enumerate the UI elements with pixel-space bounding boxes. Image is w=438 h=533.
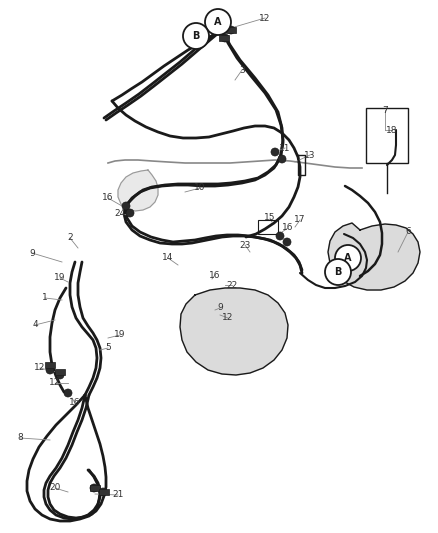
- Circle shape: [324, 259, 350, 285]
- Text: 4: 4: [32, 320, 38, 329]
- Text: 19: 19: [114, 330, 125, 340]
- Polygon shape: [327, 223, 419, 290]
- FancyBboxPatch shape: [90, 485, 100, 491]
- Text: 3: 3: [239, 66, 244, 75]
- Text: 24: 24: [114, 209, 125, 219]
- Text: B: B: [334, 267, 341, 277]
- Text: A: A: [214, 17, 221, 27]
- Circle shape: [64, 389, 72, 397]
- Polygon shape: [180, 288, 287, 375]
- FancyBboxPatch shape: [99, 489, 109, 495]
- Circle shape: [283, 238, 290, 246]
- FancyBboxPatch shape: [226, 27, 236, 33]
- Text: 15: 15: [264, 214, 275, 222]
- Circle shape: [226, 26, 234, 34]
- Text: 8: 8: [17, 433, 23, 442]
- Text: 16: 16: [69, 399, 81, 408]
- Text: 2: 2: [67, 233, 73, 243]
- Text: 12: 12: [34, 364, 46, 373]
- Text: 11: 11: [279, 143, 290, 152]
- Text: 21: 21: [112, 490, 124, 499]
- Text: 9: 9: [217, 303, 223, 312]
- Circle shape: [56, 371, 64, 379]
- Text: 19: 19: [54, 273, 66, 282]
- Text: 7: 7: [381, 106, 387, 115]
- Text: 22: 22: [226, 280, 237, 289]
- Circle shape: [183, 23, 208, 49]
- Bar: [258, 220, 277, 234]
- Circle shape: [99, 488, 107, 496]
- Text: 12: 12: [222, 313, 233, 322]
- Bar: [365, 108, 407, 163]
- Text: B: B: [192, 31, 199, 41]
- Text: 13: 13: [304, 150, 315, 159]
- Text: 5: 5: [105, 343, 111, 352]
- Circle shape: [277, 155, 285, 163]
- Text: 23: 23: [239, 240, 250, 249]
- Text: 18: 18: [385, 125, 397, 134]
- Text: 16: 16: [282, 223, 293, 232]
- Circle shape: [46, 366, 54, 374]
- Text: 20: 20: [49, 483, 60, 492]
- Circle shape: [126, 209, 134, 217]
- Text: 9: 9: [29, 248, 35, 257]
- Text: 14: 14: [162, 254, 173, 262]
- Circle shape: [270, 148, 279, 156]
- Circle shape: [276, 232, 283, 240]
- Circle shape: [334, 245, 360, 271]
- Text: 6: 6: [404, 228, 410, 237]
- FancyBboxPatch shape: [45, 362, 55, 368]
- Text: 12: 12: [259, 13, 270, 22]
- Circle shape: [122, 202, 130, 210]
- Circle shape: [205, 9, 230, 35]
- Circle shape: [220, 34, 229, 42]
- FancyBboxPatch shape: [55, 369, 65, 375]
- Text: A: A: [343, 253, 351, 263]
- Text: 17: 17: [293, 215, 305, 224]
- Text: 10: 10: [194, 183, 205, 192]
- Text: 16: 16: [209, 271, 220, 279]
- Polygon shape: [118, 170, 158, 211]
- Circle shape: [90, 484, 98, 492]
- Text: 16: 16: [102, 193, 113, 203]
- Text: 1: 1: [42, 294, 48, 303]
- FancyBboxPatch shape: [219, 35, 229, 41]
- Text: 12: 12: [49, 378, 60, 387]
